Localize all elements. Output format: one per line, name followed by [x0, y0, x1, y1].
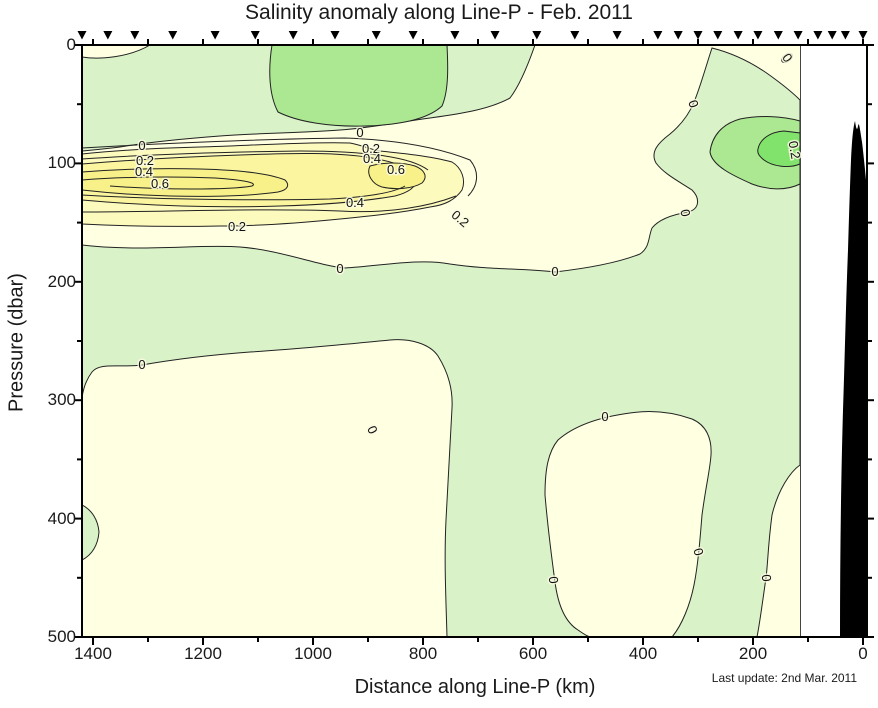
svg-text:0.2: 0.2	[362, 141, 380, 156]
station-marker-triangle	[753, 31, 763, 40]
y-tick-label: 300	[47, 390, 76, 410]
station-marker-triangle	[793, 31, 803, 40]
contour-labels: 00.20.40.600.20.40.60.40.2 0.20 0000000000…	[133, 49, 804, 586]
svg-text:0: 0	[601, 409, 608, 424]
svg-text:0.2: 0.2	[228, 219, 246, 234]
station-marker-triangle	[858, 31, 868, 40]
svg-text:0.2: 0.2	[786, 140, 804, 160]
x-axis-label: Distance along Line-P (km)	[354, 676, 596, 698]
land-mass	[840, 121, 867, 637]
last-update-note: Last update: 2nd Mar. 2011	[711, 671, 857, 685]
station-marker-triangle	[450, 31, 460, 40]
svg-text:0.2: 0.2	[136, 153, 154, 168]
station-marker-triangle	[693, 31, 703, 40]
y-tick-label: 500	[47, 627, 76, 646]
station-marker-triangle	[330, 31, 340, 40]
chart-title: Salinity anomaly along Line-P - Feb. 201…	[245, 1, 633, 24]
station-marker-triangle	[713, 31, 723, 40]
station-marker-triangle	[840, 31, 850, 40]
svg-text:0.4: 0.4	[135, 164, 153, 179]
svg-text:0: 0	[551, 264, 558, 279]
x-tick-label: 200	[738, 644, 768, 663]
x-tick-label: 0	[858, 644, 868, 663]
svg-text:0: 0	[336, 261, 343, 276]
station-marker-triangle	[250, 31, 260, 40]
station-marker-triangle	[653, 31, 663, 40]
station-marker-triangle	[733, 31, 743, 40]
station-marker-triangle	[408, 31, 418, 40]
y-tick-label: 100	[47, 153, 76, 173]
svg-text:0.6: 0.6	[151, 176, 169, 191]
station-marker-triangle	[673, 31, 683, 40]
station-markers	[77, 31, 868, 40]
svg-text:0: 0	[138, 357, 145, 372]
station-marker-triangle	[210, 31, 220, 40]
station-marker-triangle	[490, 31, 500, 40]
svg-text:0: 0	[759, 574, 775, 583]
y-tick-label: 0	[66, 35, 76, 54]
station-marker-triangle	[532, 31, 542, 40]
station-marker-triangle	[570, 31, 580, 40]
station-marker-triangle	[77, 31, 87, 40]
station-marker-triangle	[130, 31, 140, 40]
y-tick-label: 200	[47, 271, 76, 291]
station-marker-triangle	[773, 31, 783, 40]
x-tick-label: 600	[518, 644, 548, 663]
station-marker-triangle	[168, 31, 178, 40]
station-marker-triangle	[103, 31, 113, 40]
svg-text:0.4: 0.4	[346, 195, 364, 210]
y-tick-label: 400	[47, 508, 76, 528]
x-tick-label: 1400	[74, 644, 112, 663]
svg-text:0: 0	[138, 138, 145, 153]
x-tick-label: 1200	[184, 644, 222, 663]
station-marker-triangle	[288, 31, 298, 40]
x-tick-label: 800	[408, 644, 438, 663]
x-tick-label: 1000	[294, 644, 332, 663]
y-axis-label: Pressure (dbar)	[5, 273, 28, 412]
station-marker-triangle	[813, 31, 823, 40]
svg-text:0: 0	[546, 576, 562, 585]
x-tick-label: 400	[628, 644, 658, 663]
contour-field	[82, 45, 867, 637]
station-marker-triangle	[612, 31, 622, 40]
svg-text:0: 0	[356, 125, 363, 140]
station-marker-triangle	[371, 31, 381, 40]
svg-text:0.6: 0.6	[387, 162, 405, 177]
svg-text:0.4: 0.4	[363, 151, 381, 166]
station-marker-triangle	[827, 31, 837, 40]
axis-ticks	[74, 39, 874, 645]
